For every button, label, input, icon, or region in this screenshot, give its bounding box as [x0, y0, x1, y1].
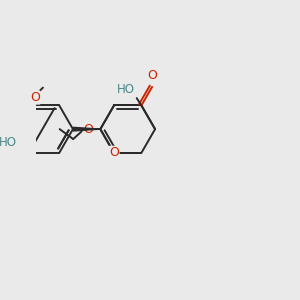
Text: O: O: [30, 91, 40, 104]
Text: O: O: [147, 69, 157, 82]
Text: O: O: [83, 123, 93, 136]
Text: HO: HO: [117, 82, 135, 95]
Text: O: O: [109, 146, 119, 159]
Polygon shape: [73, 127, 100, 131]
Text: HO: HO: [0, 136, 17, 149]
